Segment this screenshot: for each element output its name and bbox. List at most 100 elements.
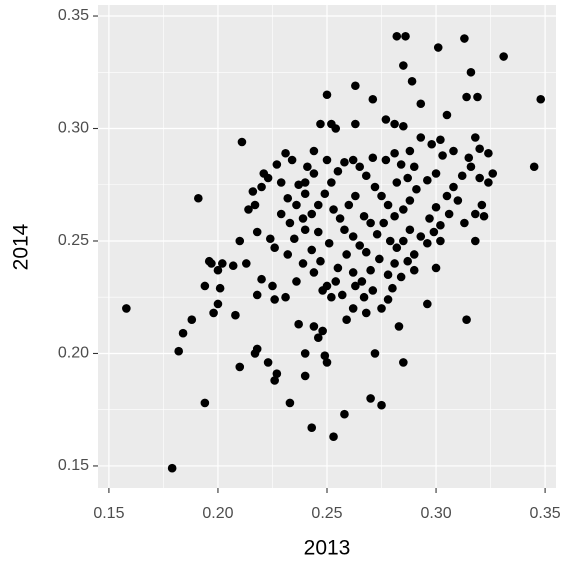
point [307,245,317,255]
point [488,169,498,178]
point [351,281,360,291]
point [194,193,203,203]
point [466,67,476,77]
point [390,211,399,221]
y-tick-label: 0.35 [58,7,89,24]
point [276,209,286,219]
point [375,254,384,264]
point [200,398,210,408]
point [416,99,426,109]
point [377,191,386,201]
point [331,277,341,286]
y-tick-label: 0.15 [58,457,89,474]
point [252,227,262,237]
point [281,148,290,158]
point [300,225,310,235]
point [215,283,225,293]
point [187,315,197,325]
point [385,236,395,246]
point [287,155,297,165]
point [466,162,476,172]
point [283,250,293,259]
point [366,394,375,403]
point [309,169,319,178]
point [436,236,445,246]
point [327,178,336,187]
point [300,178,310,187]
point [268,281,277,291]
point [464,153,474,163]
point [431,263,441,273]
point [340,157,349,167]
point [207,259,216,268]
point [370,182,380,192]
point [289,234,299,244]
point [401,31,410,41]
point [344,200,354,210]
point [405,146,415,156]
point [122,304,131,313]
point [390,259,399,268]
point [427,139,436,149]
point [333,263,343,273]
point [313,333,323,343]
point [281,292,290,302]
point [213,265,223,275]
point [383,270,393,280]
point [357,277,367,286]
point [270,243,279,253]
x-tick-label: 0.25 [311,505,342,522]
point [351,81,360,91]
point [423,238,432,248]
point [403,173,412,183]
point [244,205,253,214]
point [283,193,293,203]
point [379,218,389,228]
point [462,92,471,102]
point [433,43,443,52]
point [178,328,188,338]
point [429,227,439,237]
point [348,304,358,313]
point [348,232,358,241]
point [460,218,469,228]
point [453,196,463,205]
point [322,155,332,165]
point [200,281,210,291]
point [320,351,330,361]
point [457,171,467,181]
point [361,308,371,318]
point [368,286,378,295]
point [309,322,319,331]
point [477,200,487,210]
point [248,187,258,196]
point [390,119,399,129]
point [316,119,325,129]
point [442,110,452,120]
point [174,346,183,356]
point [355,162,365,172]
point [320,189,330,199]
point [298,259,308,268]
point [355,241,365,250]
point [409,250,419,259]
point [298,214,308,223]
point [309,268,319,277]
point [436,220,445,230]
point [409,162,419,172]
point [252,290,262,300]
point [425,214,434,223]
point [390,148,399,158]
point [392,178,402,187]
x-tick-label: 0.20 [202,505,233,522]
point [499,52,508,61]
point [399,236,408,246]
point [265,234,275,244]
point [366,265,375,275]
point [449,182,458,192]
point [324,238,334,248]
point [431,202,441,212]
point [361,247,371,257]
point [381,155,391,165]
